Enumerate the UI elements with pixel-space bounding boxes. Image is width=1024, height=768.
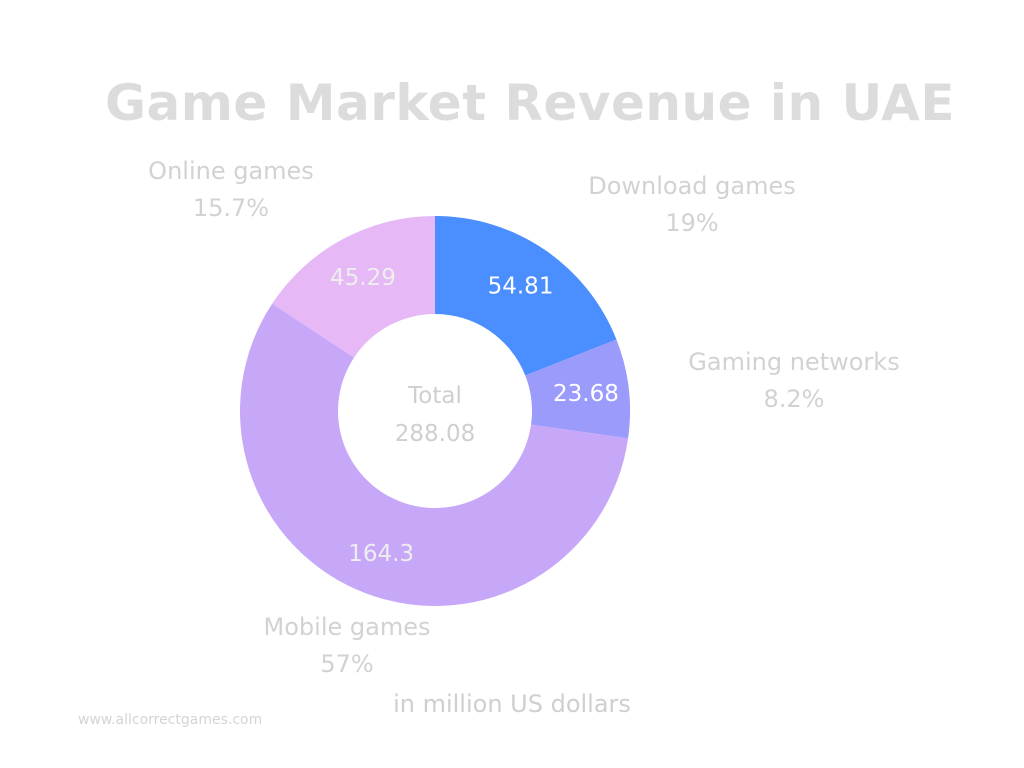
footer-url: www.allcorrectgames.com — [78, 712, 263, 728]
slice-percent: 15.7% — [192, 194, 270, 222]
slice-value-download-games: 54.81 — [488, 273, 554, 299]
slice-percent: 57% — [320, 650, 374, 678]
unit-note: in million US dollars — [393, 690, 631, 718]
slice-value-gaming-networks: 23.68 — [553, 381, 619, 407]
center-total-value: 288.08 — [395, 421, 475, 447]
slice-percent: 8.2% — [763, 385, 825, 413]
slice-value-online-games: 45.29 — [330, 265, 396, 291]
slice-label-download-games: Download games 19% — [588, 168, 796, 242]
slice-name: Gaming networks — [688, 348, 900, 376]
center-label: Total — [407, 383, 462, 409]
slice-online-games — [272, 216, 435, 358]
chart-title: Game Market Revenue in UAE — [105, 74, 955, 132]
slice-name: Download games — [588, 172, 796, 200]
slice-mobile-games — [240, 303, 629, 607]
slice-name: Online games — [148, 157, 314, 185]
slice-label-online-games: Online games 15.7% — [148, 153, 314, 227]
slice-label-mobile-games: Mobile games 57% — [264, 609, 431, 683]
slice-gaming-networks — [525, 339, 630, 439]
slice-download-games — [435, 216, 617, 376]
slice-percent: 19% — [665, 209, 719, 237]
slice-label-gaming-networks: Gaming networks 8.2% — [688, 344, 899, 418]
slice-name: Mobile games — [263, 613, 431, 641]
slice-value-mobile-games: 164.3 — [348, 541, 414, 567]
